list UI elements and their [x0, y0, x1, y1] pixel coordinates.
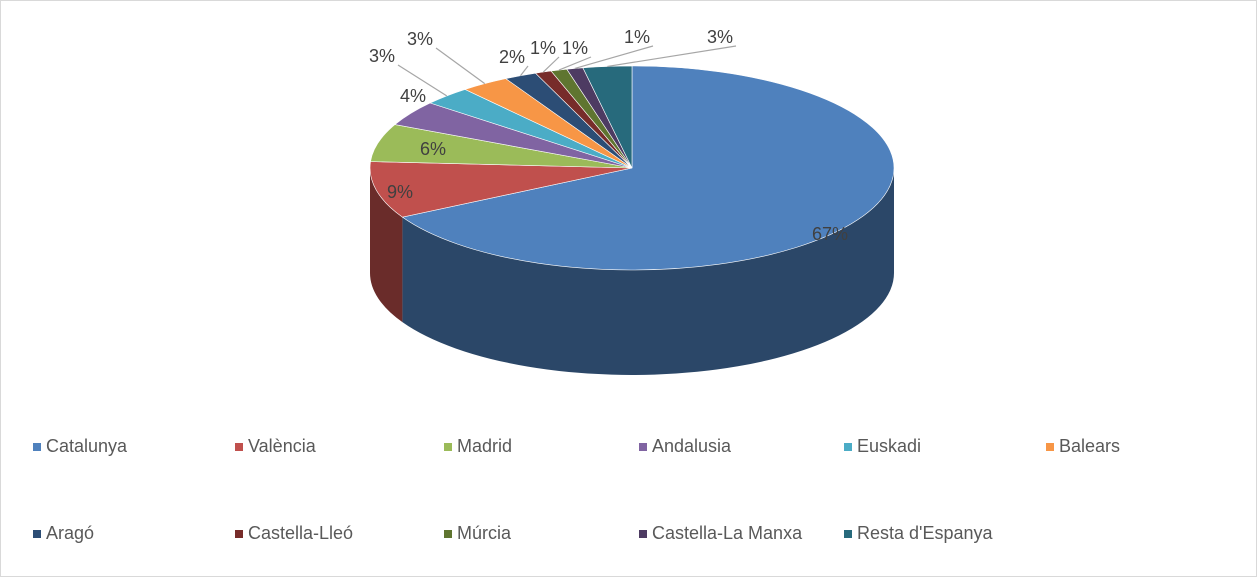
data-labels: 67%9%6%4%3%3%2% 1% 1%1% 3%	[369, 27, 848, 244]
leader-line	[397, 64, 448, 97]
legend-swatch	[444, 530, 452, 538]
pie-tops	[369, 65, 895, 271]
data-label: 9%	[387, 182, 413, 202]
legend-swatch	[844, 530, 852, 538]
data-label: 3%	[707, 27, 733, 47]
pie-slice	[582, 65, 633, 169]
legend-label: Euskadi	[857, 436, 921, 456]
pie-sides	[370, 168, 894, 376]
data-label: 3%	[407, 29, 433, 49]
data-label: 2%	[499, 47, 525, 67]
leader-line	[558, 56, 592, 71]
pie-slice	[369, 161, 633, 218]
leader-line	[542, 56, 560, 73]
data-label: 1%	[530, 38, 556, 58]
legend-label: Castella-Lleó	[248, 523, 353, 543]
legend-label: Madrid	[457, 436, 512, 456]
data-label: 67%	[812, 224, 848, 244]
legend-swatch	[33, 530, 41, 538]
legend-label: Aragó	[46, 523, 94, 543]
data-label: 1%	[562, 38, 588, 58]
data-label: 4%	[400, 86, 426, 106]
leader-line	[574, 45, 654, 70]
legend-label: Balears	[1059, 436, 1120, 456]
legend-label: Catalunya	[46, 436, 128, 456]
legend-label: València	[248, 436, 317, 456]
legend-label: Andalusia	[652, 436, 732, 456]
legend-swatch	[1046, 443, 1054, 451]
legend-swatch	[235, 530, 243, 538]
legend-label: Resta d'Espanya	[857, 523, 994, 543]
legend-swatch	[444, 443, 452, 451]
leader-line	[519, 65, 529, 77]
legend-swatch	[639, 443, 647, 451]
legend-label: Múrcia	[457, 523, 512, 543]
leader-line	[607, 45, 737, 68]
leader-line	[435, 47, 486, 85]
data-label: 6%	[420, 139, 446, 159]
legend-swatch	[844, 443, 852, 451]
pie-side	[370, 168, 403, 323]
legend-swatch	[33, 443, 41, 451]
legend-swatch	[639, 530, 647, 538]
pie-side	[402, 168, 894, 376]
legend-label: Castella-La Manxa	[652, 523, 803, 543]
pie-slice	[401, 65, 895, 271]
data-label: 1%	[624, 27, 650, 47]
legend-swatch	[235, 443, 243, 451]
legend: Catalunya València Madrid Andalusia Euskadi B…	[33, 436, 1120, 543]
data-label: 3%	[369, 46, 395, 66]
